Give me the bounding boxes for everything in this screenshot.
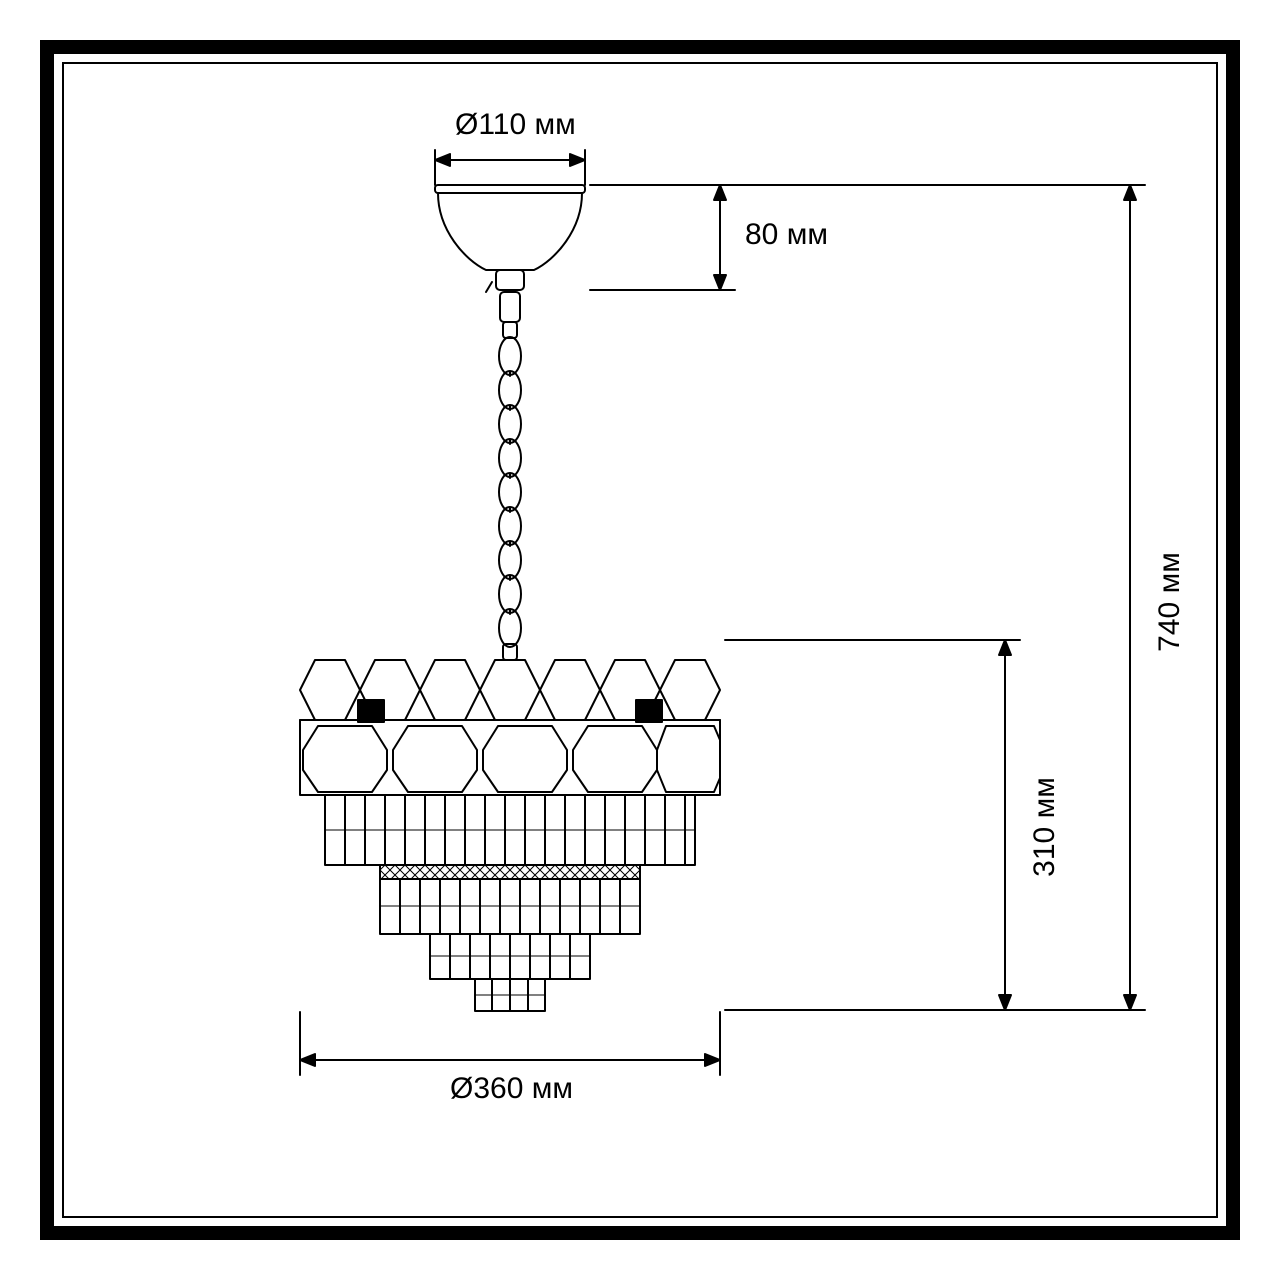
tier4-icon (475, 979, 545, 1011)
chain-icon (499, 292, 521, 660)
dimension-lines-icon (300, 150, 1145, 1075)
tier1-icon (325, 795, 695, 865)
label-total-height: 740 мм (1153, 552, 1187, 652)
tier3-icon (430, 934, 590, 979)
canopy-icon (435, 185, 585, 292)
page: Ø110 мм 80 мм Ø360 мм 310 мм 740 мм (0, 0, 1280, 1280)
label-canopy-diameter: Ø110 мм (455, 108, 576, 142)
tier2-icon (380, 879, 640, 934)
label-body-diameter: Ø360 мм (450, 1072, 573, 1106)
octagon-row-icon (300, 700, 720, 795)
chandelier-body-icon (300, 660, 720, 1011)
label-body-height: 310 мм (1028, 777, 1062, 877)
diagram-svg (0, 0, 1280, 1280)
label-canopy-height: 80 мм (745, 218, 828, 252)
